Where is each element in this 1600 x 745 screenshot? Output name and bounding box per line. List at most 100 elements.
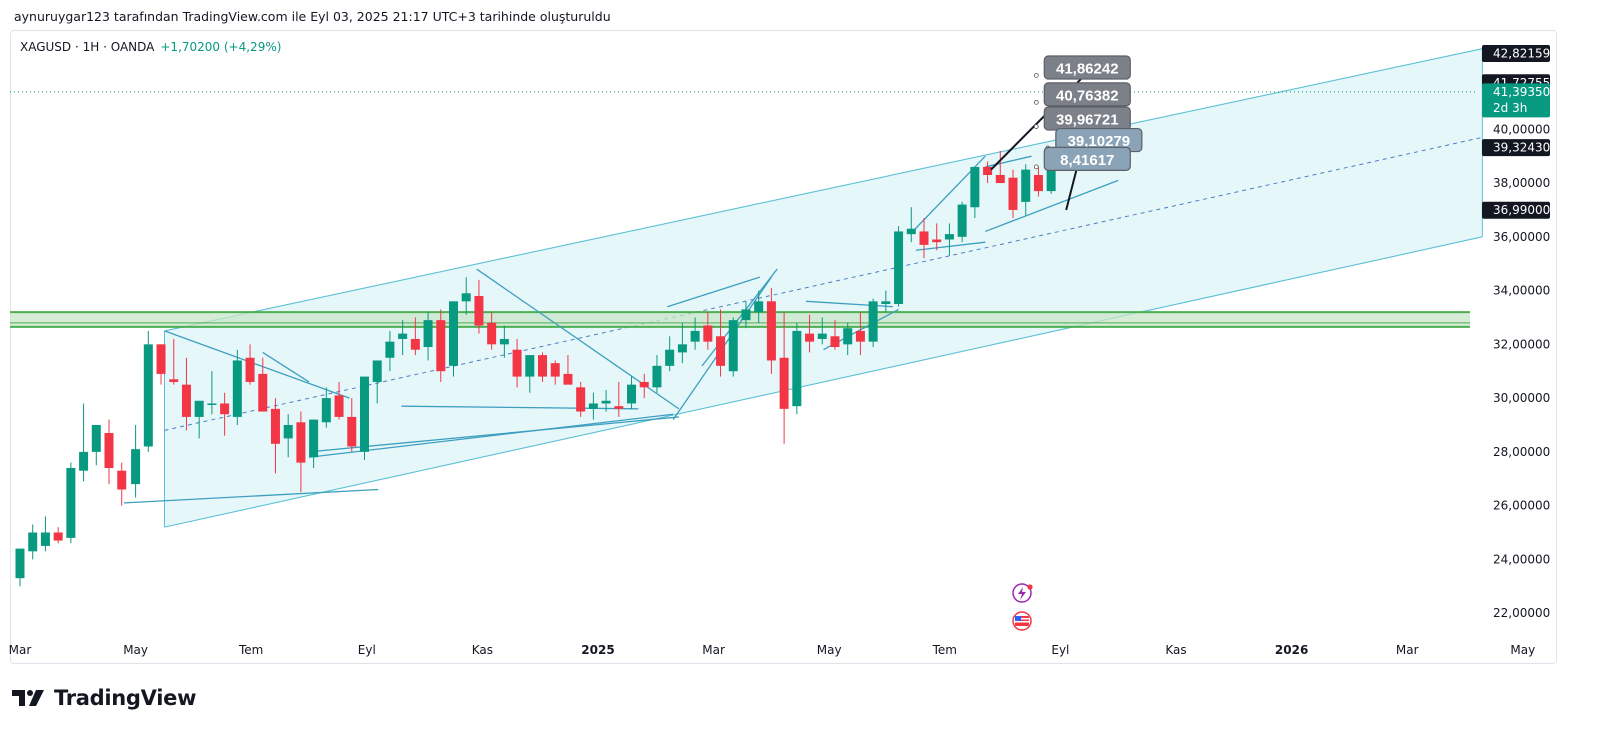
trendline-3 (308, 416, 679, 453)
svg-text:40,76382: 40,76382 (1056, 87, 1119, 104)
candle-body-11 (156, 344, 166, 374)
candle-body-45 (588, 403, 598, 409)
trendline-9 (701, 268, 778, 367)
support-zone (10, 312, 1470, 327)
symbol-label[interactable]: XAGUSD · 1H · OANDA (20, 40, 155, 54)
candle-body-75 (970, 166, 980, 208)
candle-body-72 (932, 239, 942, 243)
candle-body-69 (894, 231, 904, 305)
x-tick-label-2: Tem (238, 643, 263, 657)
candle-body-73 (944, 234, 954, 240)
candle-body-78 (1008, 177, 1018, 210)
candle-body-50 (652, 365, 662, 388)
candle-body-35 (461, 293, 471, 302)
candle-body-58 (754, 301, 764, 313)
candle-body-81 (1046, 161, 1056, 192)
candle-body-56 (728, 320, 738, 372)
candle-body-74 (957, 204, 967, 237)
candle-body-33 (436, 320, 446, 372)
x-tick-label-10: Kas (1165, 643, 1186, 657)
x-tick-label-11: 2026 (1275, 643, 1308, 657)
candle-body-54 (703, 325, 713, 342)
candle-body-70 (906, 228, 916, 235)
trendline-2 (262, 351, 310, 383)
candle-body-60 (779, 357, 789, 409)
y-tick-label-5: 32,00000 (1493, 337, 1550, 351)
tradingview-logo[interactable]: TradingView (12, 686, 196, 710)
candle-body-15 (207, 403, 217, 405)
svg-text:41,39350: 41,39350 (1493, 85, 1550, 99)
x-tick-label-13: May (1510, 643, 1535, 657)
candle-body-71 (919, 231, 929, 245)
svg-text:39,32430: 39,32430 (1493, 141, 1550, 155)
x-tick-label-6: Mar (702, 643, 725, 657)
y-tick-label-9: 40,00000 (1493, 122, 1550, 136)
candle-body-44 (576, 387, 586, 412)
candle-body-25 (334, 395, 344, 417)
candle-body-22 (296, 422, 306, 463)
candle-body-12 (169, 379, 179, 382)
channel-upper-line (164, 48, 1483, 332)
trendline-1 (124, 488, 379, 504)
flash-icon (1012, 583, 1033, 603)
x-tick-label-4: Kas (472, 643, 493, 657)
candle-body-63 (817, 333, 827, 339)
trendline-15 (985, 155, 1032, 168)
candle-body-77 (995, 174, 1005, 184)
x-tick-label-12: Mar (1396, 643, 1419, 657)
svg-text:42,82159: 42,82159 (1493, 46, 1550, 60)
svg-text:39,96721: 39,96721 (1056, 112, 1119, 129)
price-callout-2: 39,96721 (1033, 106, 1131, 131)
candle-body-0 (15, 548, 25, 579)
candle-body-28 (372, 360, 382, 382)
candle-body-57 (741, 309, 751, 321)
price-badge-0: 42,82159 (1482, 44, 1550, 62)
candle-body-34 (449, 301, 458, 366)
x-tick-label-5: 2025 (581, 643, 614, 657)
trendline-4 (401, 405, 639, 410)
channel-median-line (164, 136, 1483, 431)
svg-text:36,99000: 36,99000 (1493, 203, 1550, 217)
x-tick-label-7: May (817, 643, 842, 657)
chart-frame (10, 30, 1557, 664)
price-badge-3: 39,32430 (1482, 139, 1550, 157)
x-tick-label-0: Mar (9, 643, 32, 657)
candle-body-3 (53, 532, 63, 541)
candle-body-48 (627, 384, 637, 404)
price-callout-4: 8,41617 (1033, 146, 1131, 171)
price-badge-2: 41,39350 2d 3h (1482, 83, 1550, 118)
y-tick-label-6: 34,00000 (1493, 284, 1550, 298)
candle-body-76 (983, 166, 993, 175)
candle-body-43 (563, 373, 573, 385)
candle-body-10 (143, 344, 153, 447)
candle-body-64 (830, 336, 840, 348)
candle-body-7 (104, 433, 114, 468)
candle-body-65 (843, 328, 853, 345)
brand-name: TradingView (54, 686, 197, 710)
candle-body-8 (117, 470, 127, 490)
candle-body-2 (40, 532, 50, 546)
candle-body-39 (512, 349, 522, 377)
candle-body-32 (423, 320, 433, 348)
y-tick-label-7: 36,00000 (1493, 230, 1550, 244)
candle-body-29 (385, 341, 395, 358)
candle-body-26 (347, 416, 357, 447)
candle-body-55 (716, 336, 726, 366)
candle-body-37 (487, 322, 497, 345)
y-tick-label-1: 24,00000 (1493, 552, 1550, 566)
price-callout-1: 40,76382 (1033, 82, 1131, 107)
change-label: +1,70200 (+4,29%) (160, 40, 282, 54)
candle-body-59 (766, 301, 776, 361)
candle-body-42 (550, 363, 560, 377)
candle-body-36 (474, 295, 484, 326)
x-tick-label-1: May (123, 643, 148, 657)
candle-body-23 (309, 419, 319, 458)
candle-body-24 (321, 398, 331, 423)
candle-body-20 (270, 408, 280, 444)
candle-body-40 (525, 355, 535, 377)
svg-text:39,10279: 39,10279 (1068, 133, 1131, 150)
candle-body-68 (881, 301, 891, 305)
x-tick-label-8: Tem (932, 643, 957, 657)
candle-body-18 (245, 357, 255, 382)
